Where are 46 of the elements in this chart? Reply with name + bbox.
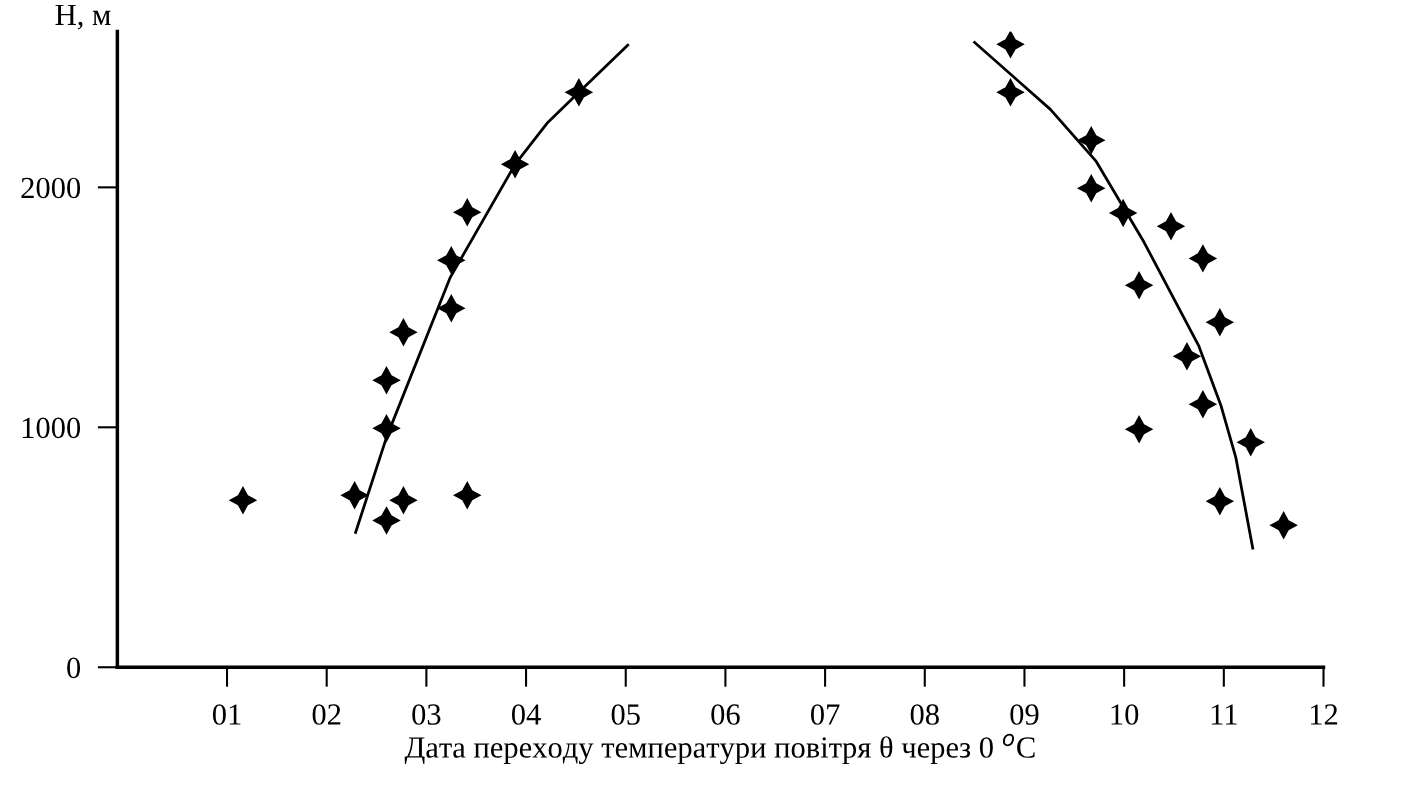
x-tick-label: 04 xyxy=(511,704,541,725)
x-tick-label: 05 xyxy=(611,704,640,725)
x-tick-label: 01 xyxy=(212,704,241,725)
point xyxy=(372,366,401,395)
point xyxy=(453,198,482,227)
point xyxy=(389,486,418,515)
point xyxy=(996,31,1025,59)
point xyxy=(1269,510,1298,540)
point xyxy=(453,480,482,510)
point xyxy=(1205,486,1235,516)
point xyxy=(389,318,418,347)
point xyxy=(1188,390,1218,419)
y-tick-label: 0 xyxy=(67,657,81,679)
point xyxy=(340,480,369,510)
point xyxy=(372,414,401,443)
x-tick-label: 03 xyxy=(412,704,441,725)
point xyxy=(1124,414,1154,444)
y-tick-label: 1000 xyxy=(22,417,81,439)
point xyxy=(372,506,401,535)
point xyxy=(564,78,594,107)
x-tick-label: 02 xyxy=(312,704,341,725)
x-tick-label: 06 xyxy=(711,704,740,725)
x-tick-label: 11 xyxy=(1211,704,1237,725)
point xyxy=(1172,342,1202,371)
y-axis-title: H, м xyxy=(55,4,111,30)
x-tick-label: 09 xyxy=(1010,704,1039,725)
x-tick-label: 07 xyxy=(810,704,840,725)
x-tick-label: 12 xyxy=(1310,704,1338,725)
point xyxy=(500,150,530,179)
point xyxy=(1205,307,1235,337)
line-series xyxy=(973,41,1255,550)
point xyxy=(437,246,466,275)
y-tick-label: 2000 xyxy=(21,177,81,199)
x-tick-label: 08 xyxy=(910,704,939,725)
point xyxy=(228,486,258,515)
point xyxy=(996,78,1025,107)
point xyxy=(1236,427,1265,457)
point xyxy=(1156,212,1186,241)
point xyxy=(1124,271,1154,300)
point xyxy=(1108,198,1138,228)
point xyxy=(1077,126,1106,155)
point xyxy=(437,294,466,323)
point xyxy=(1188,244,1218,273)
x-tick-label: 10 xyxy=(1111,704,1139,725)
x-axis-title: Дата переходу температури повітря θ через 0 $^{o}$C xyxy=(404,733,1035,765)
point xyxy=(1077,174,1106,203)
